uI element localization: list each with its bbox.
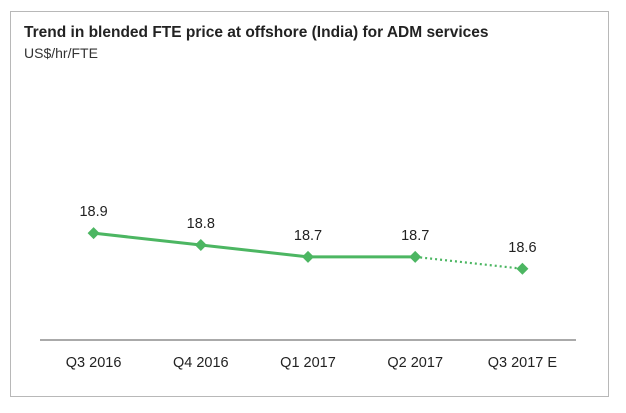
series-lines bbox=[93, 231, 523, 270]
series-line-segment bbox=[200, 243, 309, 259]
x-tick-label: Q1 2017 bbox=[280, 355, 336, 371]
chart-subtitle: US$/hr/FTE bbox=[24, 45, 98, 61]
data-label: 18.7 bbox=[401, 228, 429, 244]
data-label: 18.7 bbox=[294, 228, 322, 244]
x-tick-label: Q2 2017 bbox=[387, 355, 443, 371]
x-tick-label: Q3 2017 E bbox=[488, 355, 558, 371]
series-line-segment bbox=[93, 231, 201, 247]
chart-frame bbox=[10, 11, 609, 397]
data-point-marker bbox=[516, 262, 529, 275]
series-points bbox=[87, 227, 529, 275]
x-tick-label: Q4 2016 bbox=[173, 355, 229, 371]
data-label: 18.6 bbox=[508, 240, 536, 256]
data-label: 18.9 bbox=[79, 204, 107, 220]
data-point-marker bbox=[87, 227, 100, 240]
data-point-marker bbox=[302, 250, 314, 263]
chart-title: Trend in blended FTE price at offshore (… bbox=[24, 24, 489, 41]
series-line-segment bbox=[415, 255, 523, 270]
data-label: 18.8 bbox=[187, 216, 215, 232]
x-tick-labels: Q3 2016 Q4 2016 Q1 2017 Q2 2017 Q3 2017 E bbox=[66, 355, 558, 371]
x-tick-label: Q3 2016 bbox=[66, 355, 122, 371]
data-labels: 18.9 18.8 18.7 18.7 18.6 bbox=[79, 204, 536, 256]
data-point-marker bbox=[194, 239, 207, 251]
data-point-marker bbox=[409, 250, 422, 263]
